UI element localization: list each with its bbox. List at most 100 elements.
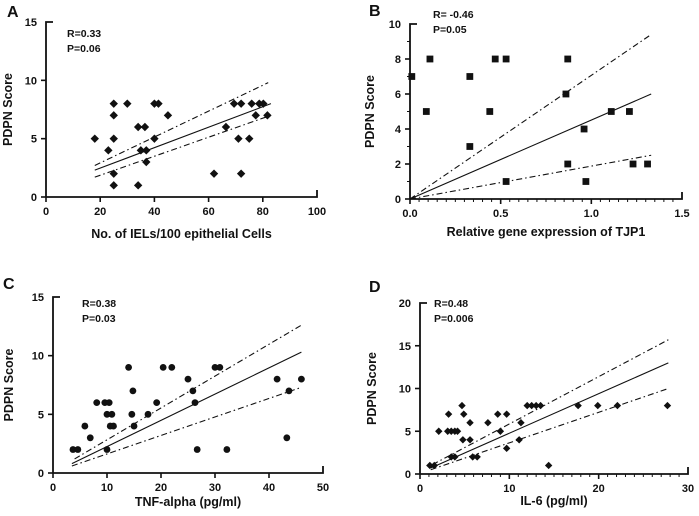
x-axis [46, 190, 318, 198]
data-point [236, 99, 246, 108]
stats-annotation: P=0.06 [67, 43, 101, 55]
data-point [245, 134, 254, 143]
data-point [128, 410, 136, 418]
x-axis-label: IL-6 (pg/ml) [520, 494, 587, 508]
data-point [594, 401, 602, 410]
data-point [536, 401, 545, 410]
data-point [466, 73, 474, 80]
x-axis [410, 192, 683, 200]
data-point [229, 99, 239, 108]
y-tick-label: 15 [32, 292, 44, 304]
data-point [444, 410, 453, 418]
data-point [133, 122, 143, 132]
panel-letter: D [369, 279, 381, 296]
y-tick-label: 10 [399, 384, 411, 396]
data-point [283, 434, 291, 442]
data-point [259, 99, 268, 108]
y-tick-label: 0 [405, 469, 411, 481]
panel-a-plot: 0 20 40 60 80 100 0 5 10 15 A R=0.33 P=0.06 No. of IE… [1, 4, 326, 241]
y-axis-label: PDPN Score [2, 348, 16, 421]
y-tick-label: 20 [399, 298, 411, 310]
regression-line [71, 351, 302, 465]
confidence-band-upper [94, 82, 269, 166]
stats-annotation: R= -0.46 [433, 9, 474, 21]
data-point [86, 434, 94, 442]
data-point [466, 143, 474, 150]
y-axis-label: PDPN Score [365, 352, 379, 425]
data-point [93, 399, 101, 406]
y-axis-label: PDPN Score [363, 75, 377, 148]
stats-annotation: R=0.33 [67, 28, 101, 40]
x-tick-label: 30 [682, 483, 694, 495]
data-point [494, 410, 502, 418]
data-point [496, 427, 505, 435]
data-point [502, 55, 510, 63]
x-tick-label: 40 [148, 206, 160, 218]
data-point [466, 419, 474, 427]
regression-line [94, 103, 272, 171]
data-point [153, 399, 161, 406]
data-point [426, 55, 434, 63]
panel-b: 0.0 0.5 1.0 1.5 0 2 4 6 8 10 B R= -0.46 P=0.05 Relati… [350, 0, 699, 258]
data-point [564, 55, 572, 63]
data-point [109, 99, 118, 108]
y-tick-label: 6 [395, 89, 401, 101]
y-axis [419, 302, 427, 474]
data-point [103, 410, 111, 418]
data-point [564, 160, 572, 168]
y-axis [45, 21, 53, 197]
data-point [221, 122, 231, 132]
data-point [234, 134, 243, 143]
data-point [154, 99, 163, 108]
data-point [298, 375, 305, 383]
x-tick-label: 60 [202, 206, 214, 218]
y-tick-label: 2 [395, 159, 401, 171]
panel-c: 0 10 20 30 40 50 0 5 10 15 C R=0.38 P=0.03 TNF-alpha … [0, 258, 350, 516]
y-tick-label: 0 [395, 194, 401, 206]
x-tick-label: 100 [308, 206, 326, 218]
data-point [130, 422, 138, 430]
data-point [189, 387, 197, 395]
confidence-band-lower [409, 154, 652, 200]
y-axis [409, 23, 417, 199]
data-point [473, 453, 481, 461]
data-point [216, 364, 224, 371]
data-point [163, 111, 173, 120]
stats-annotation: P=0.006 [434, 313, 474, 325]
x-tick-label: 1.0 [584, 208, 599, 220]
confidence-band-upper [74, 324, 302, 460]
data-point [502, 410, 511, 418]
panel-a: 0 20 40 60 80 100 0 5 10 15 A R=0.33 P=0.06 No. of IE… [0, 0, 350, 258]
data-point [435, 427, 443, 435]
data-point [105, 399, 113, 406]
data-point [458, 401, 466, 410]
data-point [236, 169, 246, 178]
x-tick-label: 40 [263, 482, 275, 494]
panel-letter: C [3, 276, 15, 293]
data-point [663, 401, 672, 410]
data-point [263, 111, 272, 120]
data-point [466, 436, 474, 444]
confidence-band-lower [71, 386, 302, 467]
confidence-band-upper [432, 339, 669, 466]
y-tick-label: 0 [38, 468, 44, 480]
data-point [159, 364, 167, 371]
data-point [104, 146, 113, 155]
y-tick-label: 10 [25, 75, 37, 87]
data-point [81, 422, 89, 430]
x-axis [420, 467, 689, 475]
data-point [109, 111, 118, 120]
data-point [517, 419, 525, 427]
data-point [142, 157, 151, 167]
data-point [515, 436, 523, 444]
data-point [108, 410, 116, 418]
data-point [613, 401, 622, 410]
regression-line [430, 362, 669, 469]
data-point [109, 134, 118, 143]
data-point [453, 427, 462, 435]
panel-letter: A [7, 4, 19, 21]
data-point [150, 134, 159, 143]
y-axis [52, 296, 60, 473]
data-point [460, 410, 468, 418]
x-tick-label: 10 [503, 483, 515, 495]
